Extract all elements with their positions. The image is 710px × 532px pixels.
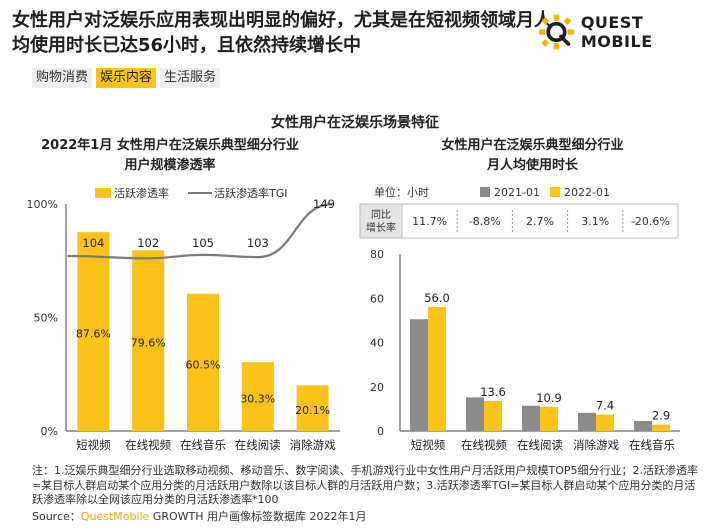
bar-2022-label: 13.6 [480, 385, 506, 399]
bar-2021 [410, 319, 428, 431]
tab-entertainment[interactable]: 娱乐内容 [96, 68, 157, 88]
bar-2021 [578, 412, 596, 431]
legend-label-penetration: 活跃渗透率 [114, 186, 169, 200]
legend-label-2021: 2021-01 [494, 186, 540, 199]
growth-header-cell [359, 203, 403, 239]
growth-value: 3.1% [581, 215, 609, 228]
penetration-bar [296, 385, 329, 431]
legend-label-tgi: 活跃渗透率TGI [214, 186, 288, 200]
y-tick-label: 40 [370, 337, 384, 350]
growth-header-line2: 增长率 [366, 221, 396, 234]
penetration-bar [187, 293, 219, 431]
bar-2021 [634, 421, 652, 431]
x-tick-label: 短视频 [76, 438, 111, 452]
legend-swatch-2021 [480, 187, 490, 197]
bar-2021 [466, 397, 484, 431]
penetration-bar [132, 250, 165, 431]
penetration-label: 60.5% [186, 358, 221, 371]
questmobile-logo-icon [538, 14, 574, 50]
x-tick-label: 在线阅读 [517, 438, 563, 452]
source-prefix: Source： [32, 510, 81, 523]
legend-swatch-penetration [95, 188, 111, 198]
right-chart-title: 女性用户在泛娱乐典型细分行业 月人均使用时长 [375, 136, 690, 176]
tab-life-services[interactable]: 生活服务 [160, 68, 221, 88]
left-chart-title-line1: 2022年1月 女性用户在泛娱乐典型细分行业 [41, 138, 299, 153]
tgi-label: 105 [192, 236, 214, 250]
left-chart-title: 2022年1月 女性用户在泛娱乐典型细分行业 用户规模渗透率 [10, 136, 330, 176]
x-tick-label: 消除游戏 [290, 438, 336, 452]
tgi-label: 102 [137, 236, 159, 250]
y-tick-label: 0 [377, 425, 384, 438]
x-tick-label: 在线视频 [461, 438, 507, 452]
growth-value: -20.6% [631, 215, 670, 228]
brand-name: QUEST MOBILE [580, 13, 653, 51]
y-tick-label: 80 [370, 248, 384, 261]
footnote: 注：1.泛娱乐典型细分行业选取移动视频、移动音乐、数字阅读、手机游戏行业中女性用… [32, 464, 698, 506]
left-chart-title-line2: 用户规模渗透率 [124, 158, 216, 173]
tgi-line [67, 203, 333, 260]
category-tabs: 购物消费 娱乐内容 生活服务 [32, 68, 221, 88]
penetration-bar [77, 232, 110, 431]
section-title: 女性用户在泛娱乐场景特征 [271, 115, 439, 131]
x-tick-label: 在线音乐 [629, 438, 675, 452]
bar-2022-label: 2.9 [652, 409, 670, 423]
bar-2022-label: 56.0 [424, 291, 450, 305]
y-tick-label: 20 [370, 381, 384, 394]
bar-2021 [522, 405, 540, 431]
bar-2022 [652, 424, 670, 431]
growth-value: 11.7% [412, 215, 447, 228]
penetration-label: 20.1% [295, 404, 330, 417]
x-tick-label: 消除游戏 [573, 438, 619, 452]
source-line: Source：QuestMobile GROWTH 用户画像标签数据库 2022… [32, 508, 367, 524]
legend-swatch-2022 [550, 187, 560, 197]
penetration-label: 87.6% [76, 328, 111, 341]
legend-label-2022: 2022-01 [564, 186, 610, 199]
right-chart-title-line2: 月人均使用时长 [486, 158, 578, 173]
tgi-label: 104 [82, 236, 104, 250]
growth-value: -8.8% [469, 215, 501, 228]
penetration-bar [241, 362, 274, 431]
right-chart-title-line1: 女性用户在泛娱乐典型细分行业 [441, 138, 624, 153]
x-tick-label: 在线音乐 [180, 438, 226, 452]
source-brand: QuestMobile [80, 510, 150, 523]
bar-2022 [596, 414, 614, 431]
y-tick-label: 100% [27, 198, 58, 211]
bar-2022 [484, 400, 502, 431]
bar-2022 [428, 307, 446, 431]
tab-shopping[interactable]: 购物消费 [32, 68, 93, 88]
penetration-label: 30.3% [240, 393, 275, 406]
left-chart: 活跃渗透率 活跃渗透率TGI 0% 50% 100% 87.6% 短视频 79.6% 在线视频 6… [27, 186, 340, 452]
tgi-label: 103 [247, 236, 269, 250]
bar-2022-label: 10.9 [536, 391, 562, 405]
y-tick-label: 50% [34, 312, 58, 325]
y-tick-label: 0% [41, 425, 58, 438]
source-rest: GROWTH 用户画像标签数据库 2022年1月 [149, 510, 367, 523]
bar-2022-label: 7.4 [596, 399, 614, 413]
unit-label: 单位：小时 [374, 185, 429, 199]
growth-header-line1: 同比 [371, 209, 391, 221]
page-title: 女性用户对泛娱乐应用表现出明显的偏好，尤其是在短视频领域月人均使用时长已达56小… [12, 10, 552, 56]
bar-2022 [540, 406, 558, 431]
brand-logo: QUEST MOBILE [538, 12, 710, 52]
x-tick-label: 在线阅读 [235, 438, 281, 452]
tgi-label: 149 [313, 197, 335, 211]
growth-table [359, 203, 679, 239]
y-tick-label: 60 [370, 292, 384, 305]
x-tick-label: 在线视频 [125, 438, 171, 452]
x-tick-label: 短视频 [411, 438, 446, 452]
growth-value: 2.7% [526, 215, 554, 228]
penetration-label: 79.6% [131, 337, 166, 350]
